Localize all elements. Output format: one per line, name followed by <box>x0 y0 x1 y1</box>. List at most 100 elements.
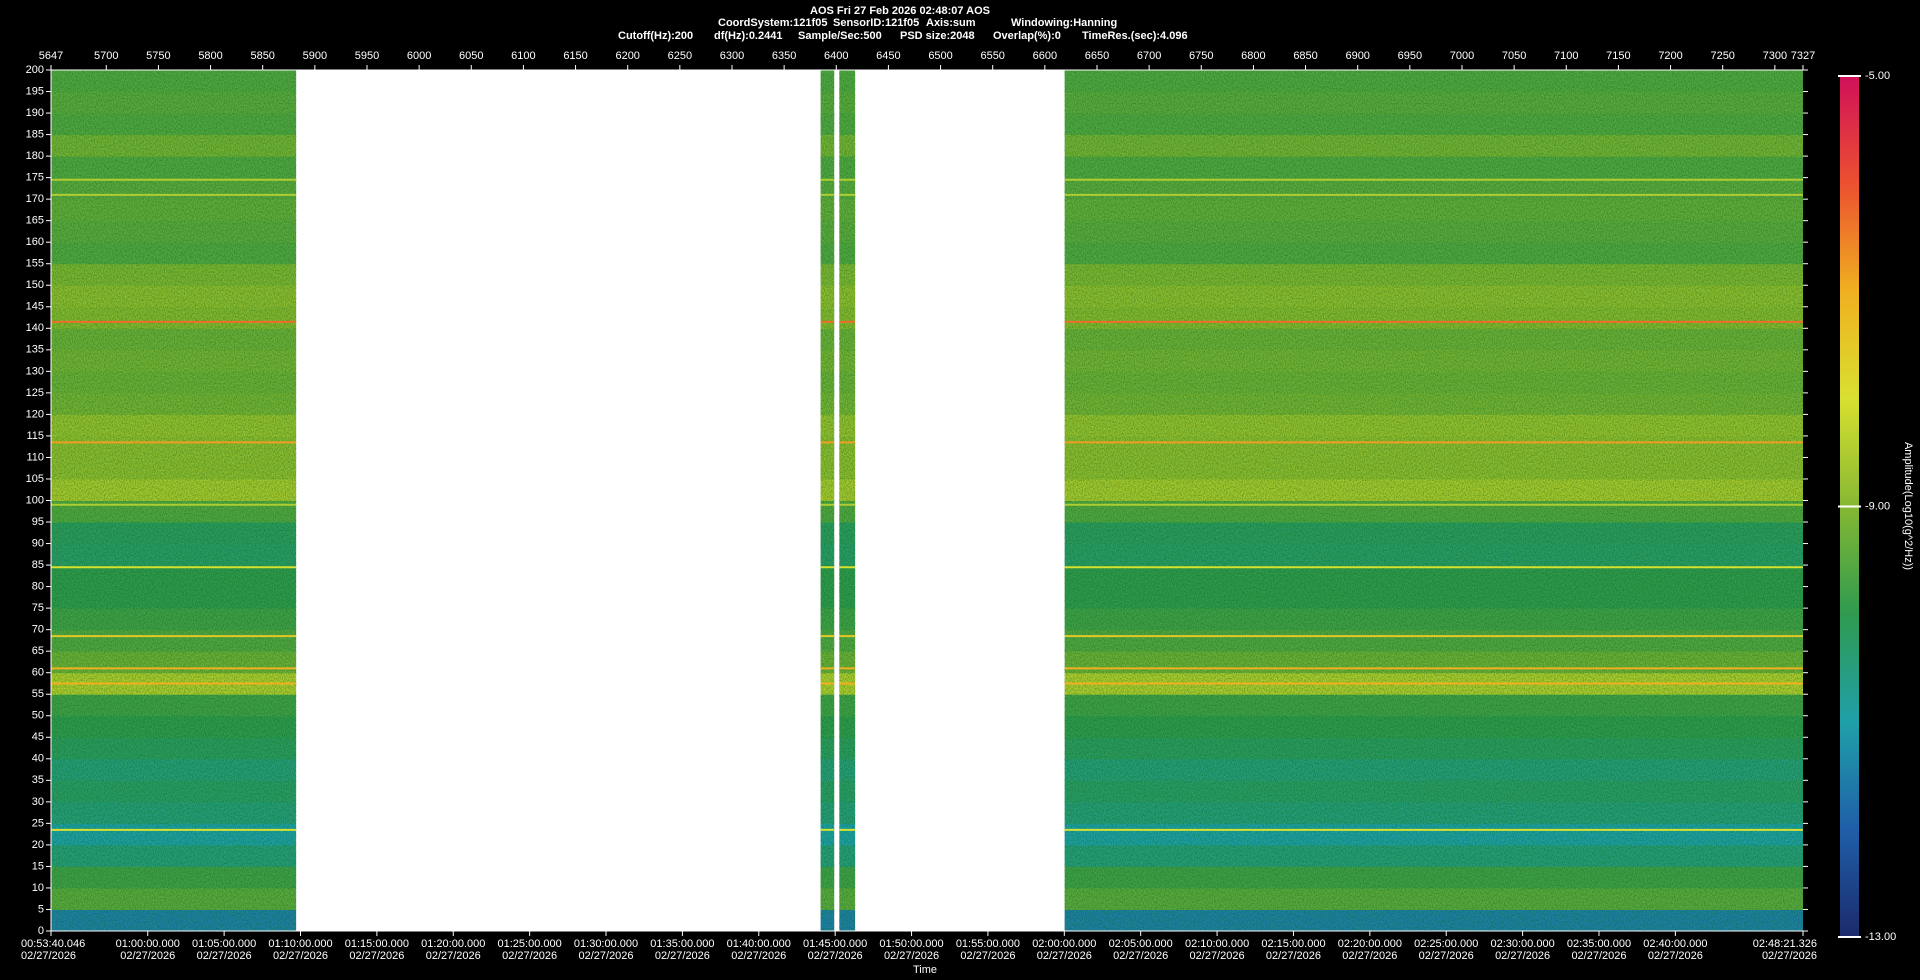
y-tick-label: 160 <box>26 236 44 248</box>
y-tick-label: 5 <box>38 903 44 915</box>
texture <box>1064 70 1803 931</box>
time-tick-label: 02:35:00.000 <box>1567 938 1631 950</box>
time-tick-label: 01:05:00.000 <box>192 938 256 950</box>
x-tick-label: 7050 <box>1502 50 1526 62</box>
time-tick-label: 02:05:00.000 <box>1109 938 1173 950</box>
y-tick-label: 110 <box>26 451 44 463</box>
time-tick-label: 01:40:00.000 <box>727 938 791 950</box>
time-tick-label: 01:15:00.000 <box>345 938 409 950</box>
y-tick-label: 145 <box>26 301 44 313</box>
date-label: 02/27/2026 <box>578 950 633 962</box>
x-tick-label: 6500 <box>928 50 952 62</box>
date-label: 02/27/2026 <box>1266 950 1321 962</box>
x-tick-label: 5700 <box>94 50 118 62</box>
time-tick-label: 02:10:00.000 <box>1185 938 1249 950</box>
time-tick-label: 02:48:21.326 <box>1753 938 1817 950</box>
y-tick-label: 135 <box>26 344 44 356</box>
y-tick-label: 50 <box>32 710 44 722</box>
y-tick-label: 75 <box>32 602 44 614</box>
y-tick-label: 155 <box>26 258 44 270</box>
date-label: 02/27/2026 <box>1342 950 1397 962</box>
x-tick-label: 6700 <box>1137 50 1161 62</box>
x-tick-label: 6450 <box>876 50 900 62</box>
y-tick-label: 140 <box>26 322 44 334</box>
y-tick-label: 200 <box>26 64 44 76</box>
x-tick-label: 7200 <box>1658 50 1682 62</box>
date-label: 02/27/2026 <box>808 950 863 962</box>
y-tick-label: 105 <box>26 473 44 485</box>
y-tick-label: 10 <box>32 882 44 894</box>
texture <box>51 70 297 931</box>
time-tick-label: 01:30:00.000 <box>574 938 638 950</box>
time-tick-label: 01:45:00.000 <box>803 938 867 950</box>
texture <box>839 70 856 931</box>
y-tick-label: 45 <box>32 731 44 743</box>
texture <box>820 70 835 931</box>
header-item: TimeRes.(sec):4.096 <box>1082 30 1188 42</box>
x-tick-label: 6350 <box>772 50 796 62</box>
y-tick-label: 90 <box>32 537 44 549</box>
time-tick-label: 02:25:00.000 <box>1414 938 1478 950</box>
header-item: CoordSystem:121f05 <box>718 17 827 29</box>
x-tick-label: 6000 <box>407 50 431 62</box>
y-tick-label: 150 <box>26 279 44 291</box>
date-label: 02/27/2026 <box>426 950 481 962</box>
y-tick-label: 30 <box>32 796 44 808</box>
y-tick-label: 85 <box>32 559 44 571</box>
x-tick-label: 5900 <box>303 50 327 62</box>
x-tick-label: 6300 <box>720 50 744 62</box>
time-tick-label: 01:25:00.000 <box>498 938 562 950</box>
y-tick-label: 65 <box>32 645 44 657</box>
x-tick-label: 6950 <box>1398 50 1422 62</box>
y-tick-label: 20 <box>32 839 44 851</box>
header-item: df(Hz):0.2441 <box>714 30 782 42</box>
y-tick-label: 165 <box>26 215 44 227</box>
header-item: SensorID:121f05 <box>833 17 919 29</box>
y-tick-label: 125 <box>26 387 44 399</box>
colorbar-tick-label: -5.00 <box>1865 70 1890 82</box>
y-tick-label: 120 <box>26 408 44 420</box>
date-label: 02/27/2026 <box>884 950 939 962</box>
date-label: 02/27/2026 <box>1113 950 1168 962</box>
time-tick-label: 01:00:00.000 <box>116 938 180 950</box>
x-tick-label: 6050 <box>459 50 483 62</box>
x-tick-label: 7100 <box>1554 50 1578 62</box>
y-tick-label: 185 <box>26 128 44 140</box>
date-label: 02/27/2026 <box>1762 950 1817 962</box>
date-label: 02/27/2026 <box>1419 950 1474 962</box>
x-tick-label: 5647 <box>39 50 63 62</box>
x-tick-label: 6600 <box>1033 50 1057 62</box>
y-tick-label: 35 <box>32 774 44 786</box>
y-tick-label: 40 <box>32 753 44 765</box>
y-tick-label: 195 <box>26 85 44 97</box>
time-tick-label: 02:20:00.000 <box>1338 938 1402 950</box>
y-tick-label: 15 <box>32 860 44 872</box>
x-tick-label: 6100 <box>511 50 535 62</box>
header-item: Cutoff(Hz):200 <box>618 30 693 42</box>
time-tick-label: 02:00:00.000 <box>1032 938 1096 950</box>
y-tick-label: 70 <box>32 624 44 636</box>
x-tick-label: 6150 <box>563 50 587 62</box>
x-tick-label: 6250 <box>668 50 692 62</box>
date-label: 02/27/2026 <box>502 950 557 962</box>
header-item: Overlap(%):0 <box>993 30 1061 42</box>
x-tick-label: 5800 <box>198 50 222 62</box>
time-tick-label: 01:50:00.000 <box>879 938 943 950</box>
x-tick-label: 6650 <box>1085 50 1109 62</box>
y-tick-label: 170 <box>26 193 44 205</box>
header-item: PSD size:2048 <box>900 30 975 42</box>
x-tick-label: 6800 <box>1241 50 1265 62</box>
header-title: AOS Fri 27 Feb 2026 02:48:07 AOS <box>810 5 990 17</box>
y-tick-label: 25 <box>32 817 44 829</box>
header-item: Axis:sum <box>926 17 976 29</box>
x-tick-label: 5750 <box>146 50 170 62</box>
date-label: 02/27/2026 <box>1495 950 1550 962</box>
x-tick-label: 6750 <box>1189 50 1213 62</box>
x-tick-label: 6200 <box>615 50 639 62</box>
time-tick-label: 02:15:00.000 <box>1261 938 1325 950</box>
date-label: 02/27/2026 <box>960 950 1015 962</box>
time-tick-label: 01:55:00.000 <box>956 938 1020 950</box>
colorbar-tick-label: -9.00 <box>1865 500 1890 512</box>
y-tick-label: 100 <box>26 494 44 506</box>
